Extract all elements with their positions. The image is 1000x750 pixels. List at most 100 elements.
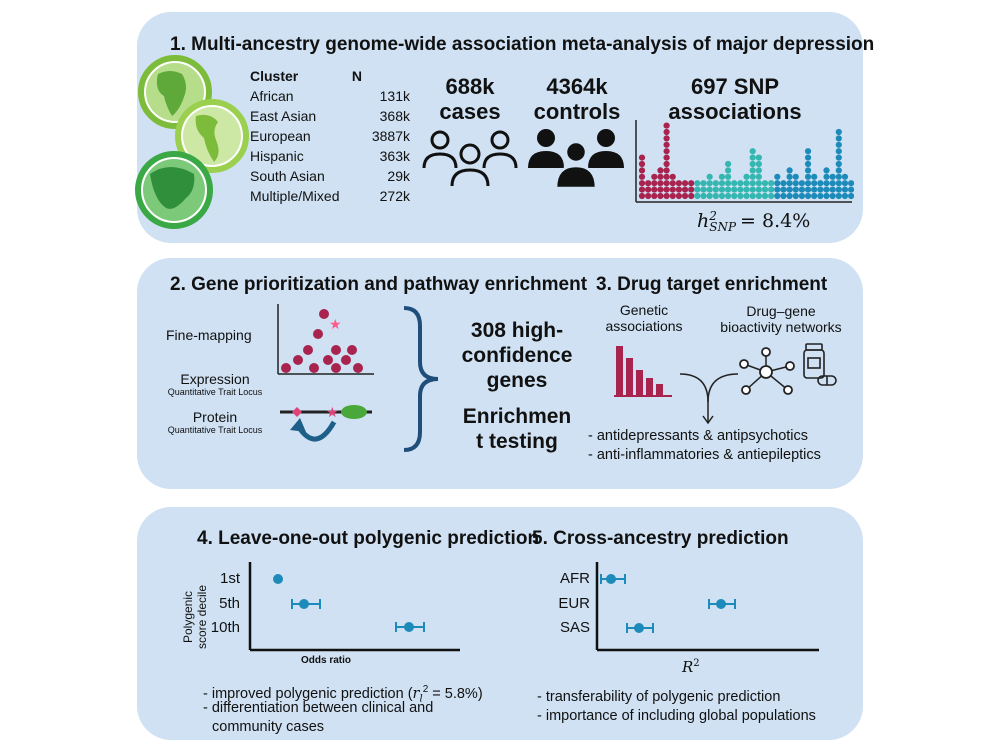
- snp-dot: [638, 180, 646, 187]
- snp-dot: [761, 180, 769, 187]
- controls-label: controls: [533, 99, 621, 124]
- protein-label: Protein Quantitative Trait Locus: [160, 409, 270, 435]
- snp-dot: [804, 148, 812, 155]
- controls-block: 4364k controls: [522, 74, 632, 124]
- people-filled-icon: [528, 129, 624, 188]
- ylabel-line: score decile: [195, 584, 209, 650]
- snp-dot: [841, 192, 849, 200]
- drug-bullet: - anti-inflammatories & antiepileptics: [588, 447, 821, 463]
- cluster-cell: African: [250, 88, 294, 104]
- snp-dot: [835, 141, 842, 148]
- snp-dot: [651, 192, 658, 200]
- snp-dot: [731, 192, 738, 200]
- snp-dot: [718, 186, 726, 193]
- snp-dot: [823, 186, 830, 193]
- cases-value: 688k: [445, 74, 495, 99]
- snp-dot: [835, 128, 842, 136]
- panel-prediction: [137, 507, 863, 740]
- snp-dot: [651, 186, 658, 193]
- r2-label: R: [682, 658, 694, 676]
- snp-dot: [663, 135, 670, 142]
- ancestry-label: AFR: [560, 570, 590, 587]
- genes-line: genes: [486, 369, 548, 392]
- snp-dot: [755, 192, 762, 200]
- snp-dot: [768, 180, 775, 187]
- snp-dot: [755, 173, 762, 180]
- cluster-cell: Multiple/Mixed: [250, 188, 340, 204]
- snp-dot: [811, 173, 818, 180]
- snp-dot: [841, 186, 849, 193]
- snp-dot: [755, 167, 762, 174]
- fine-mapping-plot: ★: [277, 304, 374, 375]
- snp-dot: [792, 180, 799, 187]
- enrichment-block: Enrichmen t testing: [448, 404, 586, 454]
- ancestry-label: SAS: [559, 619, 590, 636]
- panel5-title: 5. Cross-ancestry prediction: [532, 528, 789, 549]
- cases-block: 688k cases: [415, 74, 525, 124]
- cluster-cell: European: [250, 128, 311, 144]
- snp-dot: [817, 180, 824, 187]
- table-row: European 3887k: [250, 128, 410, 148]
- snp-dot: [848, 186, 854, 193]
- snp-dot: [725, 180, 732, 187]
- n-cell: 29k: [387, 168, 410, 184]
- cluster-cell: Hispanic: [250, 148, 304, 164]
- snp-dot: [638, 167, 646, 174]
- r2-forest-plot: [595, 562, 819, 652]
- snp-dot: [792, 173, 799, 180]
- globe-asia-icon: [135, 151, 213, 229]
- n-cell: 368k: [379, 108, 410, 124]
- snp-dot: [669, 180, 676, 187]
- snp-dot: [663, 148, 670, 155]
- network-icon: [739, 347, 795, 395]
- snp-dot: [694, 186, 701, 193]
- decile-label: 1st: [219, 570, 240, 587]
- table-header: Cluster N: [250, 68, 410, 88]
- snp-dot: [786, 167, 793, 174]
- snp-dot: [848, 192, 854, 200]
- snp-dot: [792, 192, 799, 200]
- panel-gene: [137, 258, 863, 489]
- n-cell: 131k: [379, 88, 410, 104]
- ylabel-line: Polygenic: [181, 590, 195, 644]
- star-icon: ★: [329, 316, 342, 332]
- or-point-1st: [273, 574, 283, 584]
- expression-title: Expression: [180, 371, 250, 387]
- panel1-title: 1. Multi-ancestry genome-wide associatio…: [170, 34, 875, 55]
- snp-dot: [786, 173, 793, 180]
- panel4-title: 4. Leave-one-out polygenic prediction: [197, 528, 540, 549]
- snp-dot: [638, 154, 646, 161]
- snp-dot: [774, 192, 781, 200]
- snp-dot: [786, 180, 793, 187]
- bullet1-post: = 5.8%): [428, 685, 483, 702]
- snp-dot: [663, 192, 670, 200]
- snp-dot: [804, 180, 812, 187]
- snp-dot: [798, 192, 805, 200]
- header-n: N: [351, 68, 362, 84]
- snp-dot: [657, 186, 664, 193]
- snp-dot: [829, 192, 836, 200]
- snp-dot: [675, 180, 682, 187]
- snp-dot: [657, 192, 664, 200]
- snp-dot: [663, 167, 670, 174]
- snp-dot: [706, 192, 713, 200]
- snp-dot: [835, 154, 842, 161]
- snp-dot: [638, 173, 646, 180]
- table-row: South Asian 29k: [250, 168, 410, 188]
- h-symbol: h: [697, 210, 710, 232]
- expression-sub: Quantitative Trait Locus: [167, 387, 263, 397]
- merge-arrow-icon: [679, 373, 739, 425]
- cluster-cell: East Asian: [250, 108, 317, 124]
- snp-dot: [798, 186, 805, 193]
- snp-dot: [663, 122, 670, 129]
- pgs-bullet-1: - improved polygenic prediction (rl2 = 5…: [203, 680, 483, 709]
- enrich-line: t testing: [476, 430, 558, 453]
- snp-dot: [669, 173, 676, 180]
- snp-dot: [669, 186, 676, 193]
- snp-dot: [804, 167, 812, 174]
- snp-dot: [718, 173, 726, 180]
- genes-line: 308 high-: [470, 319, 564, 342]
- bullet1-sup: 2: [422, 684, 429, 695]
- snp-dot: [706, 180, 713, 187]
- decile-label: 5th: [219, 595, 240, 612]
